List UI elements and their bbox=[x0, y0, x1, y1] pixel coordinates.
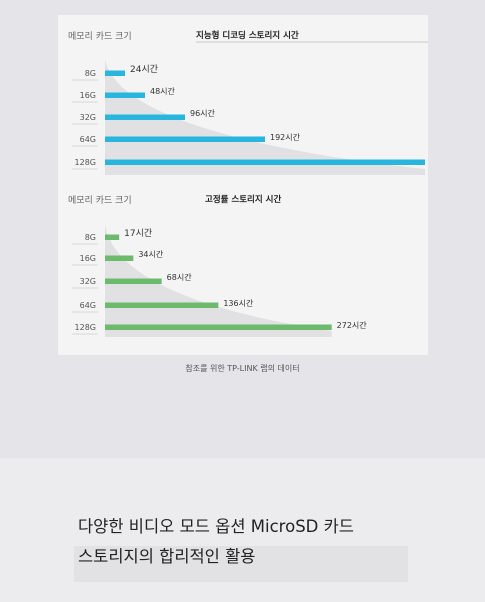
bar bbox=[105, 114, 185, 120]
data-label: 34시간 bbox=[138, 249, 164, 259]
bar bbox=[105, 255, 134, 261]
data-label: 48시간 bbox=[150, 86, 176, 96]
y-axis-title: 메모리 카드 크기 bbox=[68, 195, 132, 206]
headline: 다양한 비디오 모드 옵션 MicroSD 카드 스토리지의 합리적인 활용 bbox=[78, 512, 354, 572]
data-label: 96시간 bbox=[190, 108, 216, 118]
bar bbox=[105, 302, 219, 308]
tick-label: 32G bbox=[80, 113, 96, 122]
tick-label: 16G bbox=[80, 254, 96, 263]
headline-line1: 다양한 비디오 모드 옵션 MicroSD 카드 bbox=[78, 517, 354, 536]
shaded-area bbox=[105, 59, 425, 175]
bar bbox=[105, 70, 125, 76]
chart-caption: 참조를 위한 TP-LINK 랩의 데이터 bbox=[185, 364, 300, 373]
chart-svg: 메모리 카드 크기 지능형 디코딩 스토리지 시간 8G 24시간 16G 48시간 32G… bbox=[68, 30, 428, 337]
bar bbox=[105, 159, 425, 165]
data-label: 192시간 bbox=[270, 132, 301, 142]
bar bbox=[105, 234, 120, 240]
bar bbox=[105, 92, 145, 98]
headline-line2: 스토리지의 합리적인 활용 bbox=[78, 547, 256, 566]
headline-highlight bbox=[74, 546, 408, 582]
data-label: 68시간 bbox=[167, 272, 193, 282]
tick-label: 128G bbox=[75, 323, 96, 332]
y-axis-title: 메모리 카드 크기 bbox=[68, 31, 132, 42]
bar bbox=[105, 324, 332, 330]
bar bbox=[105, 136, 265, 142]
data-label: 24시간 bbox=[130, 64, 158, 75]
tick-label: 16G bbox=[80, 91, 96, 100]
chart-card: 메모리 카드 크기 지능형 디코딩 스토리지 시간 8G 24시간 16G 48시간 32G… bbox=[58, 15, 428, 355]
data-label: 17시간 bbox=[124, 228, 152, 239]
tick-label: 8G bbox=[85, 233, 96, 242]
tick-label: 128G bbox=[75, 158, 96, 167]
tick-label: 32G bbox=[80, 277, 96, 286]
tick-label: 64G bbox=[80, 301, 96, 310]
chart-title: 고정률 스토리지 시간 bbox=[205, 194, 281, 205]
bar bbox=[105, 278, 162, 284]
data-label: 272시간 bbox=[337, 320, 368, 330]
data-label: 136시간 bbox=[223, 298, 254, 308]
chart-title: 지능형 디코딩 스토리지 시간 bbox=[196, 30, 299, 41]
tick-label: 8G bbox=[85, 69, 96, 78]
shaded-area bbox=[105, 225, 332, 337]
tick-label: 64G bbox=[80, 135, 96, 144]
